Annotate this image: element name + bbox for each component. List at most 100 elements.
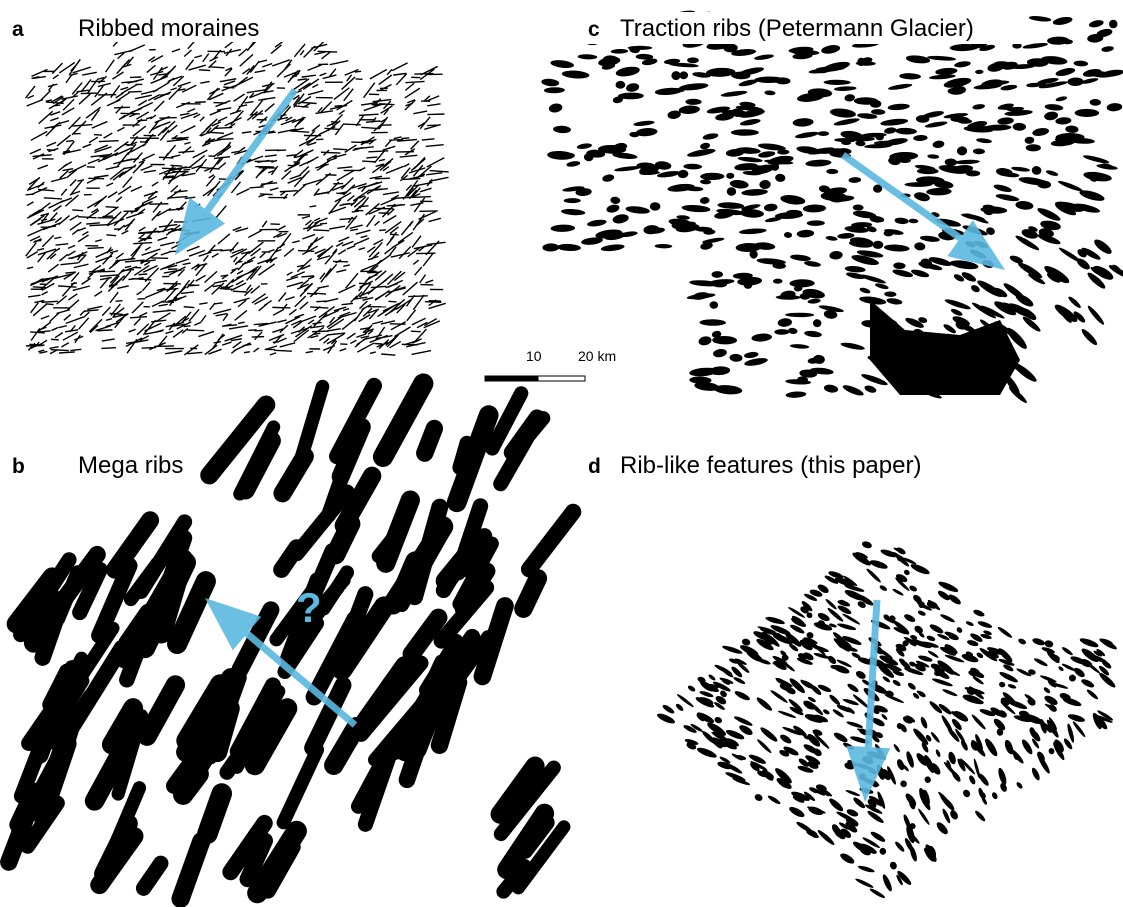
ridge <box>299 279 309 288</box>
rib <box>606 204 620 213</box>
ridge <box>182 146 192 154</box>
ridge <box>124 265 132 269</box>
feature <box>1000 697 1010 706</box>
rib <box>751 333 772 342</box>
feature <box>724 742 737 750</box>
ridge <box>361 303 372 311</box>
feature <box>880 549 897 558</box>
ridge <box>369 351 376 355</box>
rib <box>679 71 689 80</box>
rib <box>899 360 915 372</box>
ridge <box>319 100 333 114</box>
ridge <box>152 66 163 81</box>
ridge <box>287 176 302 184</box>
rib <box>794 131 819 139</box>
rib <box>986 227 995 235</box>
ridge <box>130 135 139 145</box>
rib <box>738 228 767 235</box>
ridge <box>281 170 292 180</box>
rib <box>918 317 928 323</box>
ridge <box>213 308 232 315</box>
feature <box>999 672 1018 683</box>
ridge <box>307 292 318 295</box>
feature <box>918 601 925 609</box>
rib <box>823 384 839 393</box>
mega-rib <box>376 490 420 573</box>
ridge <box>142 319 157 336</box>
rib <box>1002 172 1020 178</box>
rib <box>796 92 824 102</box>
rib <box>548 103 563 113</box>
rib <box>550 224 576 232</box>
feature <box>929 624 944 634</box>
ridge <box>224 68 233 77</box>
rib <box>1089 98 1101 106</box>
ridge <box>96 76 105 81</box>
feature <box>714 664 733 675</box>
ridge <box>394 326 411 338</box>
ridge <box>260 90 274 94</box>
ridge <box>209 88 221 95</box>
rib <box>751 164 775 175</box>
feature <box>872 708 880 715</box>
ridge <box>115 299 123 303</box>
mega-rib <box>497 803 555 880</box>
ridge <box>177 268 186 277</box>
rib <box>577 54 598 60</box>
ridge <box>424 123 441 130</box>
feature <box>969 775 976 785</box>
ridge <box>361 126 379 130</box>
ridge <box>134 94 152 100</box>
rib <box>1073 311 1086 323</box>
feature <box>999 681 1006 688</box>
ridge <box>149 70 164 76</box>
rib <box>908 218 919 224</box>
ridge <box>201 142 211 147</box>
ridge <box>314 332 321 336</box>
rib <box>1081 329 1098 346</box>
ridge <box>390 252 410 258</box>
ridge <box>112 313 129 319</box>
feature <box>1016 668 1032 677</box>
rib <box>790 344 810 349</box>
ridge <box>279 342 296 348</box>
ridge <box>404 82 415 91</box>
mega-rib <box>435 530 483 599</box>
ridge <box>279 324 289 333</box>
feature <box>757 658 771 665</box>
ridge <box>199 69 211 72</box>
rib <box>784 232 793 238</box>
ridge <box>370 278 388 292</box>
ridge <box>374 293 385 301</box>
feature <box>817 620 826 627</box>
feature <box>798 758 809 767</box>
ridge <box>34 299 45 304</box>
ridge <box>211 121 222 127</box>
ridge <box>246 64 255 76</box>
feature <box>789 706 804 716</box>
feature <box>793 725 807 737</box>
ridge <box>220 274 229 277</box>
feature <box>776 777 792 789</box>
feature <box>1081 679 1095 688</box>
ridge <box>273 232 282 239</box>
ridge <box>417 122 425 128</box>
mega-rib <box>105 511 160 579</box>
ridge <box>234 170 245 181</box>
ridge <box>88 269 105 273</box>
ridge <box>344 68 359 76</box>
rib <box>915 115 930 123</box>
mega-rib <box>84 715 146 811</box>
ridge <box>314 191 330 196</box>
feature <box>868 795 885 807</box>
rib <box>999 104 1013 110</box>
ridge <box>278 292 287 302</box>
ridge <box>176 136 189 140</box>
ridge <box>82 311 90 319</box>
ridge <box>278 337 287 343</box>
ridge <box>180 291 195 295</box>
ridge <box>346 245 356 250</box>
ridge <box>299 149 314 157</box>
rib <box>877 316 898 324</box>
feature <box>909 585 917 592</box>
